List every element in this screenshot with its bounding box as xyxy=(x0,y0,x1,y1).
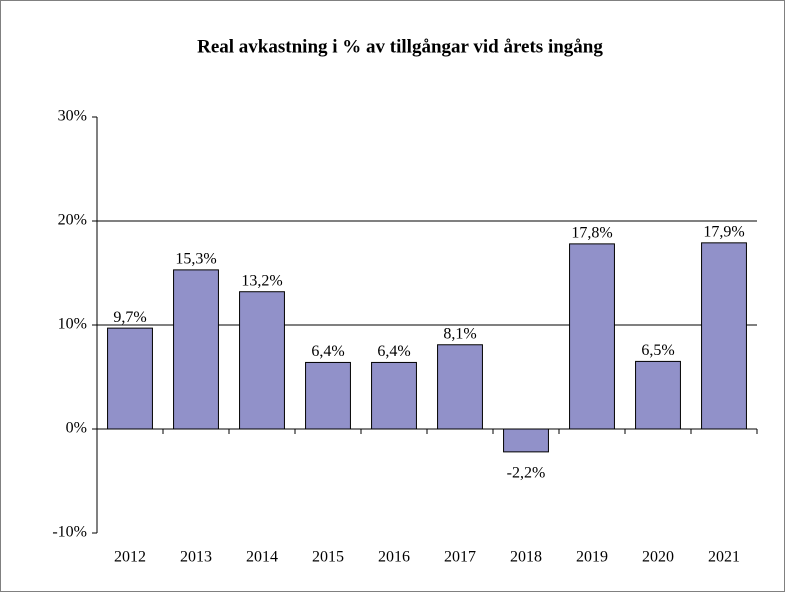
bar xyxy=(635,360,681,430)
y-tick-label: 30% xyxy=(58,108,87,125)
chart-title: Real avkastning i % av tillgångar vid år… xyxy=(197,36,603,57)
value-label: 9,7% xyxy=(113,309,146,326)
value-label: -2,2% xyxy=(507,465,546,482)
y-tick-label: 10% xyxy=(58,316,87,333)
x-tick-label: 2015 xyxy=(312,549,344,566)
x-tick-label: 2012 xyxy=(114,549,146,566)
x-tick-label: 2014 xyxy=(246,549,278,566)
value-label: 15,3% xyxy=(175,251,216,268)
y-tick-label: -10% xyxy=(52,524,87,541)
bar xyxy=(503,428,549,453)
value-label: 17,8% xyxy=(571,225,612,242)
bar xyxy=(437,344,483,430)
bar xyxy=(305,361,351,430)
x-tick-label: 2016 xyxy=(378,549,410,566)
value-label: 6,4% xyxy=(311,343,344,360)
x-tick-label: 2018 xyxy=(510,549,542,566)
value-label: 17,9% xyxy=(703,224,744,241)
bar xyxy=(569,243,615,430)
value-label: 6,4% xyxy=(377,343,410,360)
value-label: 8,1% xyxy=(443,325,476,342)
x-tick-label: 2020 xyxy=(642,549,674,566)
x-tick-label: 2017 xyxy=(444,549,476,566)
y-tick-label: 20% xyxy=(58,212,87,229)
bar xyxy=(173,269,219,430)
y-tick-label: 0% xyxy=(66,420,87,437)
value-label: 13,2% xyxy=(241,272,282,289)
x-tick-label: 2021 xyxy=(708,549,740,566)
bar xyxy=(107,327,153,430)
value-label: 6,5% xyxy=(641,342,674,359)
x-tick-label: 2013 xyxy=(180,549,212,566)
bar xyxy=(701,242,747,430)
x-tick-label: 2019 xyxy=(576,549,608,566)
bar xyxy=(371,361,417,430)
bar xyxy=(239,291,285,430)
